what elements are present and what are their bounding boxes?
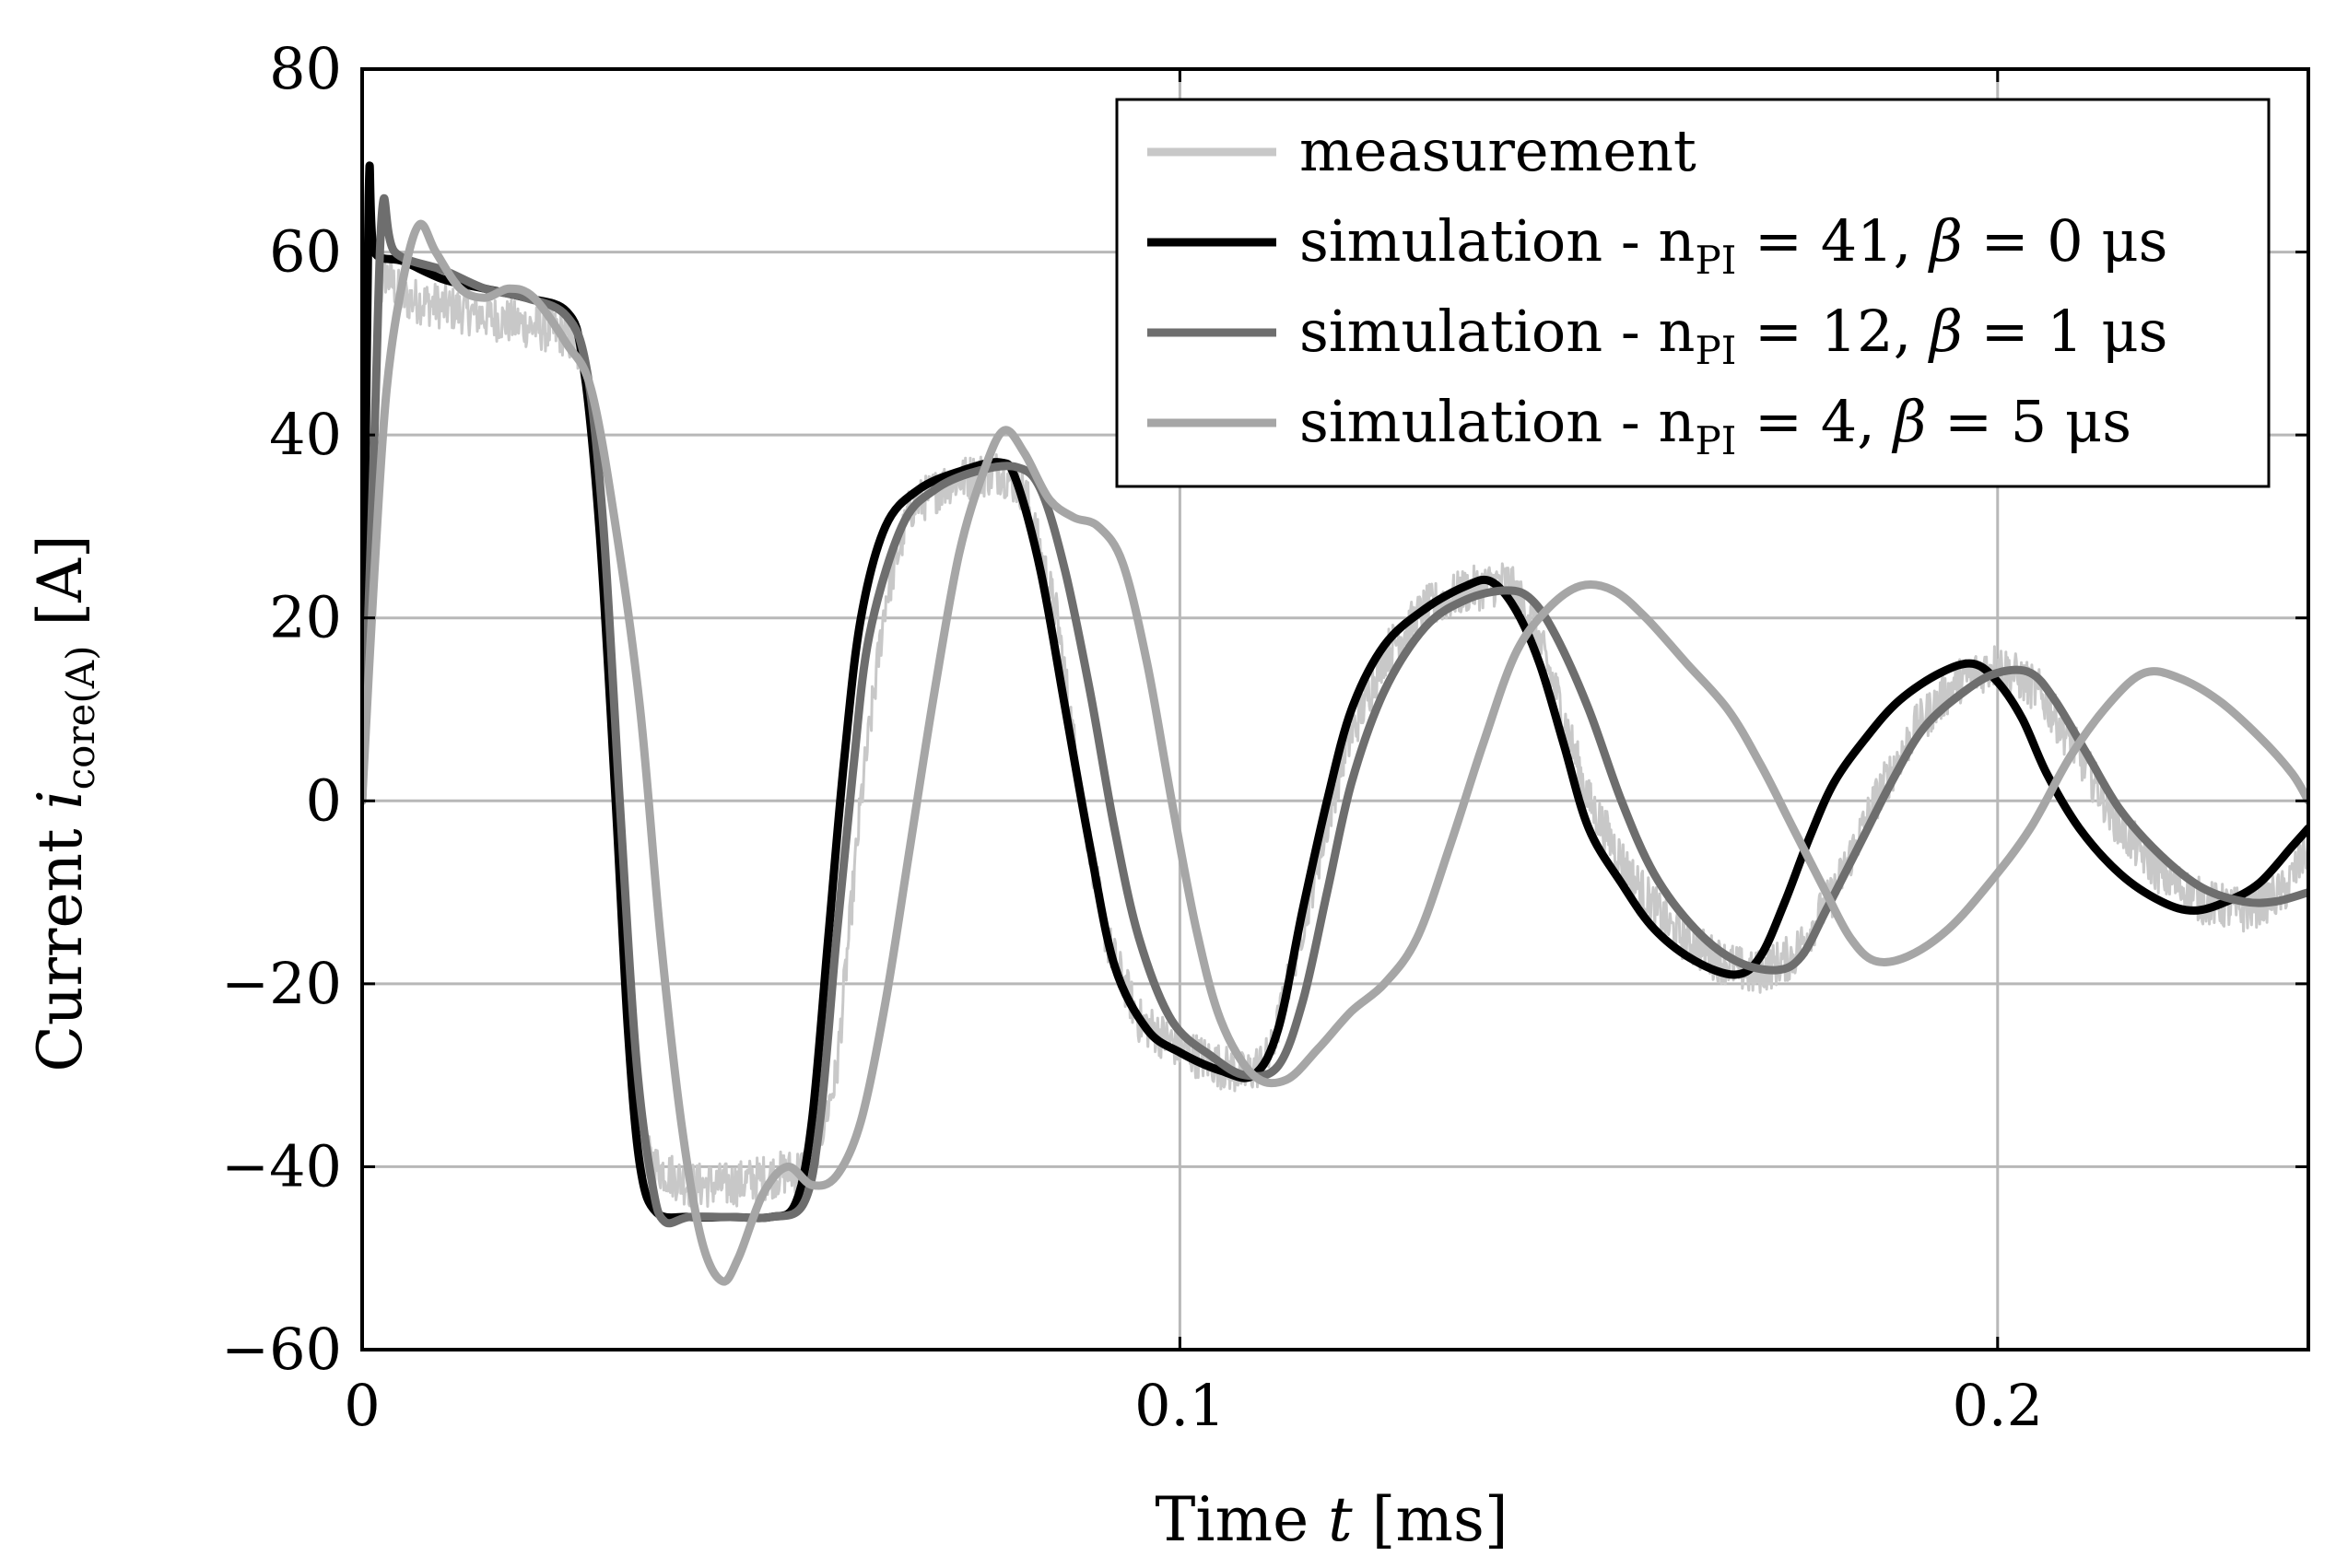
y-tick-label: 40	[269, 401, 342, 468]
series-sim-npi12-line	[362, 193, 2308, 1228]
x-tick-label: 0.1	[1134, 1372, 1226, 1439]
x-tick-label: 0	[344, 1372, 380, 1439]
legend-entry-sim-npi41: simulation - nPI = 41, β = 0 μs	[1147, 207, 2168, 283]
series-group	[362, 161, 2308, 1286]
legend-box	[1115, 98, 2271, 488]
x-tick-label: 0.2	[1952, 1372, 2043, 1439]
plot-frame	[360, 67, 2310, 1352]
y-tick-label: −40	[221, 1132, 342, 1199]
y-tick-label: 60	[269, 218, 342, 286]
legend-label: simulation - nPI = 41, β = 0 μs	[1299, 207, 2168, 283]
y-axis-title: Current icore(A) [A]	[25, 534, 103, 1071]
y-tick-label: −60	[221, 1316, 342, 1383]
x-axis-title: Time t [ms]	[1155, 1484, 1508, 1555]
y-tick-label: 0	[306, 766, 342, 834]
legend-entry-sim-npi4: simulation - nPI = 4, β = 5 μs	[1147, 388, 2131, 463]
legend-label: simulation - nPI = 4, β = 5 μs	[1299, 388, 2131, 463]
legend-label: measurement	[1299, 117, 1696, 184]
legend-entry-sim-npi12: simulation - nPI = 12, β = 1 μs	[1147, 298, 2168, 373]
y-tick-label: −20	[221, 950, 342, 1017]
y-tick-label: 80	[269, 35, 342, 102]
legend-label: simulation - nPI = 12, β = 1 μs	[1299, 298, 2168, 373]
y-tick-label: 20	[269, 584, 342, 651]
legend: measurement simulation - nPI = 41, β = 0 …	[1115, 98, 2271, 488]
series-sim-npi4-line	[362, 219, 2308, 1286]
ticks: −60 −40 −20 0 20 40 60 80 0 0.1 0.2	[221, 35, 2308, 1439]
legend-entry-measurement: measurement	[1147, 117, 1696, 184]
